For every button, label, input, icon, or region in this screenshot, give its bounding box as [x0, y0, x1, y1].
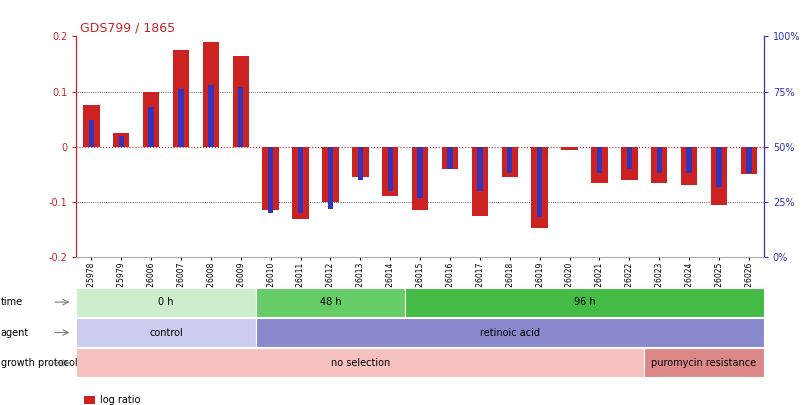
Text: growth protocol: growth protocol	[1, 358, 77, 368]
Bar	[267, 147, 273, 213]
Text: 48 h: 48 h	[320, 297, 340, 307]
Text: retinoic acid: retinoic acid	[479, 328, 539, 337]
Bar	[381, 147, 398, 196]
Bar	[232, 56, 249, 147]
Bar	[178, 90, 183, 147]
Bar	[417, 147, 422, 198]
Bar	[560, 147, 577, 149]
Bar	[322, 147, 338, 202]
Bar	[387, 147, 393, 191]
Bar	[590, 147, 607, 183]
Bar	[149, 107, 153, 147]
Bar	[357, 147, 362, 180]
Bar	[83, 105, 100, 147]
Bar	[446, 147, 452, 169]
Bar	[477, 147, 482, 191]
Bar	[118, 136, 124, 147]
Bar	[656, 147, 661, 173]
Bar	[715, 147, 721, 187]
Bar	[650, 147, 666, 183]
Bar	[501, 147, 517, 177]
Bar	[620, 147, 637, 180]
Bar	[531, 147, 547, 228]
Bar	[471, 147, 487, 216]
Text: time: time	[1, 297, 23, 307]
Text: 96 h: 96 h	[573, 297, 594, 307]
Bar	[143, 92, 159, 147]
Text: GDS799 / 1865: GDS799 / 1865	[80, 21, 175, 34]
Bar	[441, 147, 458, 169]
Bar	[740, 147, 756, 175]
Bar	[202, 42, 219, 147]
Bar	[411, 147, 428, 210]
Text: agent: agent	[1, 328, 29, 337]
Bar	[710, 147, 726, 205]
Bar	[238, 87, 243, 147]
Bar	[173, 50, 189, 147]
Bar	[352, 147, 368, 177]
Bar	[262, 147, 279, 210]
Text: log ratio: log ratio	[100, 395, 140, 405]
Bar	[297, 147, 303, 213]
Bar	[292, 147, 308, 219]
Text: no selection: no selection	[330, 358, 389, 368]
Bar	[208, 85, 214, 147]
Bar	[745, 147, 751, 173]
Bar	[507, 147, 512, 173]
Bar	[596, 147, 601, 173]
Bar	[686, 147, 691, 173]
Text: 0 h: 0 h	[158, 297, 173, 307]
Bar	[680, 147, 696, 185]
Text: control: control	[149, 328, 183, 337]
Text: puromycin resistance: puromycin resistance	[650, 358, 756, 368]
Bar	[113, 133, 129, 147]
Bar	[88, 120, 94, 147]
Bar	[328, 147, 332, 209]
Bar	[626, 147, 631, 169]
Bar	[536, 147, 542, 217]
